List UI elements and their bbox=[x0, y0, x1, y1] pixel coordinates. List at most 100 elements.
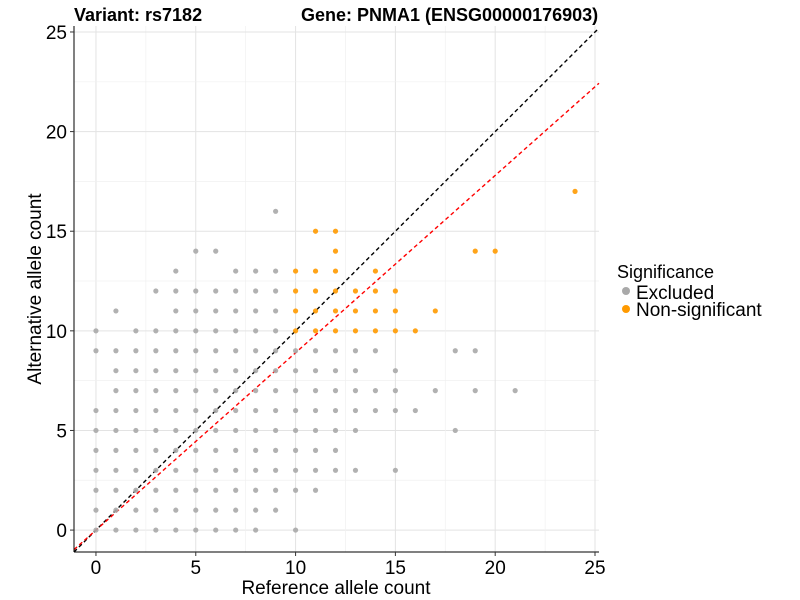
data-point-excluded bbox=[93, 467, 99, 473]
data-point-excluded bbox=[472, 388, 478, 394]
data-point-excluded bbox=[273, 328, 279, 334]
y-axis-title: Alternative allele count bbox=[25, 193, 46, 385]
data-point-excluded bbox=[392, 467, 398, 473]
data-point-excluded bbox=[352, 427, 359, 434]
data-point-excluded bbox=[153, 447, 159, 453]
y-tick-label: 0 bbox=[56, 521, 67, 542]
data-point-non-significant bbox=[312, 288, 319, 294]
reference-lines bbox=[73, 27, 600, 553]
data-point-excluded bbox=[253, 268, 259, 274]
data-point-excluded bbox=[213, 388, 219, 394]
data-point-excluded bbox=[153, 427, 159, 434]
data-point-excluded bbox=[312, 467, 319, 473]
data-point-excluded bbox=[193, 388, 199, 394]
axes bbox=[73, 26, 599, 553]
x-tick-label: 0 bbox=[91, 558, 102, 579]
data-point-excluded bbox=[93, 507, 99, 513]
data-point-excluded bbox=[233, 507, 239, 513]
data-point-excluded bbox=[93, 447, 99, 453]
data-point-excluded bbox=[133, 527, 139, 533]
data-point-excluded bbox=[273, 407, 279, 414]
data-point-excluded bbox=[292, 527, 299, 533]
data-point-excluded bbox=[352, 388, 359, 394]
data-point-excluded bbox=[93, 427, 99, 434]
data-point-excluded bbox=[253, 467, 259, 473]
data-point-excluded bbox=[193, 328, 199, 334]
data-point-excluded bbox=[273, 308, 279, 314]
data-point-excluded bbox=[213, 328, 219, 334]
data-point-excluded bbox=[432, 388, 438, 394]
data-point-excluded bbox=[512, 388, 518, 394]
data-point-excluded bbox=[273, 447, 279, 453]
data-point-excluded bbox=[332, 348, 339, 354]
data-point-excluded bbox=[352, 467, 359, 473]
data-point-excluded bbox=[273, 507, 279, 513]
data-point-non-significant bbox=[312, 328, 319, 334]
data-point-excluded bbox=[213, 527, 219, 533]
data-point-excluded bbox=[173, 447, 179, 453]
data-point-excluded bbox=[312, 447, 319, 453]
data-point-excluded bbox=[153, 328, 159, 334]
legend: Significance Excluded Non-significant bbox=[617, 262, 762, 321]
data-point-excluded bbox=[292, 368, 299, 374]
data-point-excluded bbox=[253, 288, 259, 294]
data-point-non-significant bbox=[372, 288, 379, 294]
data-point-excluded bbox=[133, 368, 139, 374]
legend-label-non-significant: Non-significant bbox=[636, 300, 762, 321]
legend-swatch-non-significant bbox=[622, 305, 630, 313]
data-point-excluded bbox=[113, 467, 119, 473]
data-point-non-significant bbox=[352, 308, 359, 314]
data-point-excluded bbox=[173, 268, 179, 274]
data-point-excluded bbox=[253, 308, 259, 314]
data-point-non-significant bbox=[312, 268, 319, 274]
data-point-non-significant bbox=[292, 268, 299, 274]
data-point-excluded bbox=[273, 348, 279, 354]
data-point-non-significant bbox=[392, 308, 398, 314]
data-point-excluded bbox=[253, 507, 259, 513]
data-point-excluded bbox=[173, 388, 179, 394]
data-point-excluded bbox=[153, 368, 159, 374]
data-point-excluded bbox=[233, 328, 239, 334]
data-point-excluded bbox=[153, 407, 159, 414]
data-point-non-significant bbox=[372, 328, 379, 334]
data-point-non-significant bbox=[372, 268, 379, 274]
axis-ticks: 0 5 10 15 20 25 0 5 10 15 20 25 bbox=[46, 23, 606, 579]
data-point-non-significant bbox=[332, 228, 339, 234]
x-tick-label: 15 bbox=[385, 558, 406, 579]
data-point-excluded bbox=[93, 348, 99, 354]
data-point-excluded bbox=[133, 487, 139, 493]
data-point-excluded bbox=[352, 407, 359, 414]
data-point-excluded bbox=[113, 507, 119, 513]
data-point-non-significant bbox=[352, 288, 359, 294]
x-tick-label: 10 bbox=[285, 558, 306, 579]
data-point-excluded bbox=[233, 407, 239, 414]
data-point-excluded bbox=[273, 487, 279, 493]
data-point-excluded bbox=[153, 288, 159, 294]
data-point-excluded bbox=[233, 467, 239, 473]
data-point-excluded bbox=[113, 427, 119, 434]
data-point-excluded bbox=[173, 527, 179, 533]
y-tick-label: 20 bbox=[46, 123, 67, 144]
data-point-non-significant bbox=[332, 248, 339, 254]
data-point-excluded bbox=[273, 268, 279, 274]
data-point-excluded bbox=[253, 447, 259, 453]
data-point-excluded bbox=[173, 427, 179, 434]
data-point-excluded bbox=[253, 427, 259, 434]
data-point-excluded bbox=[312, 427, 319, 434]
data-point-excluded bbox=[113, 407, 119, 414]
data-point-excluded bbox=[452, 348, 458, 354]
data-point-excluded bbox=[153, 348, 159, 354]
data-point-excluded bbox=[253, 368, 259, 374]
data-point-excluded bbox=[173, 507, 179, 513]
data-point-excluded bbox=[292, 447, 299, 453]
reference-line-identity bbox=[73, 27, 600, 553]
data-point-excluded bbox=[193, 407, 199, 414]
data-point-excluded bbox=[233, 527, 239, 533]
data-point-excluded bbox=[233, 447, 239, 453]
data-point-excluded bbox=[133, 507, 139, 513]
data-point-excluded bbox=[233, 268, 239, 274]
chart-title-gene: Gene: PNMA1 (ENSG00000176903) bbox=[301, 5, 598, 25]
data-point-excluded bbox=[213, 427, 219, 434]
data-point-excluded bbox=[173, 348, 179, 354]
y-tick-label: 10 bbox=[46, 322, 67, 343]
